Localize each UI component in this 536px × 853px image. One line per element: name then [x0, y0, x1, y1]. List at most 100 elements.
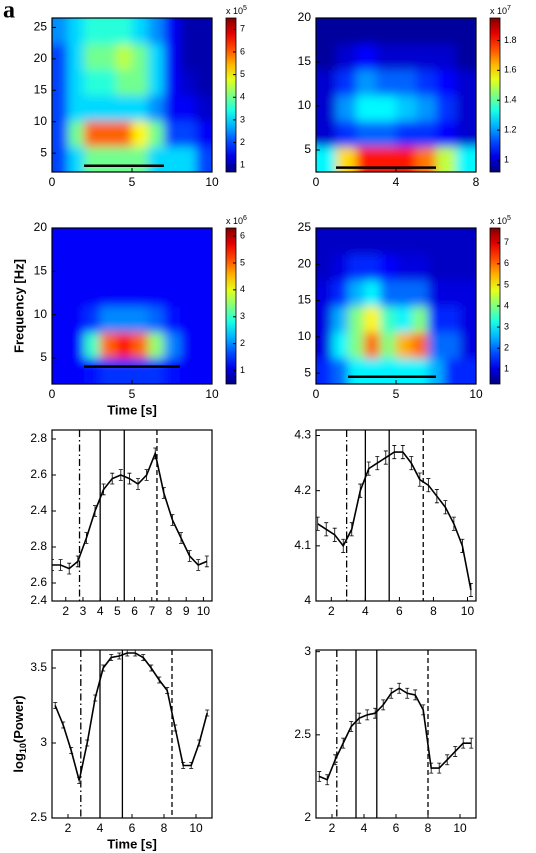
heatmap-cell — [196, 280, 212, 307]
error-bar — [461, 737, 466, 749]
colorbar-tick-label: 7 — [240, 24, 245, 34]
heatmap-cell — [180, 18, 197, 45]
error-bar — [58, 559, 63, 571]
colorbar-label-base: x 10 — [226, 6, 243, 16]
colorbar-tick-label: 5 — [240, 69, 245, 79]
heatmap-cell — [100, 254, 117, 281]
x-tick-label: 6 — [131, 604, 138, 618]
x-tick-label: 10 — [453, 821, 467, 835]
heatmap-cell — [416, 18, 437, 45]
heatmap-cell — [132, 43, 149, 70]
heatmap-cell — [316, 332, 333, 359]
y-tick-label: 20 — [34, 51, 48, 65]
heatmap-cell — [100, 120, 117, 147]
heatmap-cell — [164, 228, 181, 255]
y-tick-label: 25 — [298, 220, 312, 234]
colorbar-tick-label: 3 — [240, 114, 245, 124]
heatmap-cell — [332, 306, 349, 333]
panel-label: a — [3, 0, 15, 24]
heatmap-cell — [132, 95, 149, 122]
heatmap-cell — [436, 95, 457, 122]
heatmap-cell — [316, 358, 333, 384]
error-bar — [325, 774, 330, 786]
heatmap-cell — [380, 280, 397, 307]
error-bar — [75, 555, 80, 568]
heatmap-cell — [68, 95, 85, 122]
heatmap-cell — [84, 95, 101, 122]
heatmap-cell — [356, 95, 377, 122]
error-bar — [141, 654, 146, 661]
heatmap-cell — [196, 332, 212, 359]
error-bar — [445, 754, 450, 766]
x-tick-label: 4 — [97, 821, 104, 835]
heatmap-cell — [416, 120, 437, 147]
x-tick-label: 0 — [313, 387, 320, 401]
heatmap-cell — [460, 228, 476, 255]
error-bar — [67, 562, 72, 575]
heatmap-cell — [396, 228, 413, 255]
colorbar-tick-label: 1 — [504, 154, 509, 164]
x-tick-label: 8 — [425, 821, 432, 835]
x-tick-label: 3 — [80, 604, 87, 618]
y-tick-label: 20 — [298, 256, 312, 270]
error-bar — [101, 483, 106, 496]
error-bar — [205, 709, 210, 717]
heatmap-cell — [416, 146, 437, 172]
heatmap-cell — [336, 18, 357, 45]
error-bar — [381, 699, 386, 711]
heatmap-cell — [316, 254, 333, 281]
heatmap-cell — [148, 306, 165, 333]
heatmap-cell — [364, 332, 381, 359]
error-bar — [397, 682, 402, 694]
y-tick-label: 5 — [40, 350, 47, 364]
heatmap-cell — [396, 43, 417, 70]
y-axis-label: log10(Power) — [11, 695, 28, 772]
heatmap-cell — [428, 332, 445, 359]
colorbar-tick-label: 3 — [504, 321, 509, 331]
heatmap-cell — [316, 120, 337, 147]
error-bar — [127, 472, 132, 485]
heatmap-cell — [456, 95, 476, 122]
heatmap-cell — [132, 254, 149, 281]
heatmap-cell — [196, 146, 212, 172]
plot-frame — [51, 429, 213, 602]
heatmap-cell — [196, 306, 212, 333]
heatmap-cell — [148, 95, 165, 122]
heatmap-cell — [132, 120, 149, 147]
colorbar-label: x 105 — [490, 215, 511, 227]
y-tick-label: 4.3 — [294, 428, 311, 442]
heatmap-cell — [364, 358, 381, 384]
y-tick-label: 2.6 — [30, 575, 47, 589]
heatmap-cell — [100, 358, 117, 384]
heatmap-cell — [396, 95, 417, 122]
heatmap-cell — [180, 120, 197, 147]
heatmap-cell — [436, 120, 457, 147]
heatmap-cell — [148, 69, 165, 96]
x-tick-label: 4 — [361, 821, 368, 835]
heatmap-cell — [316, 306, 333, 333]
error-bar — [84, 532, 89, 544]
heatmap-cell — [84, 69, 101, 96]
heatmap-cell — [100, 43, 117, 70]
heatmap-cell — [164, 280, 181, 307]
error-bar — [333, 754, 338, 766]
y-tick-label: 5 — [40, 145, 47, 159]
heatmap-cell — [396, 254, 413, 281]
error-bar — [375, 456, 380, 471]
plot-area — [53, 650, 210, 818]
error-bar — [460, 538, 465, 553]
heatmap-cell — [84, 18, 101, 45]
heatmap-cell — [336, 95, 357, 122]
heatmap-cell — [348, 332, 365, 359]
heatmap-cell — [52, 120, 69, 147]
colorbar-label: x 107 — [490, 5, 511, 17]
y-tick-label: 4 — [304, 593, 311, 607]
heatmap-cell — [100, 332, 117, 359]
heatmap-cell — [116, 358, 133, 384]
heatmap-cell — [412, 306, 429, 333]
x-tick-label: 8 — [473, 175, 480, 189]
heatmap-cell — [164, 254, 181, 281]
heatmap-cell — [316, 69, 337, 96]
colorbar-label-exponent: 6 — [243, 215, 247, 222]
plot-frame — [51, 649, 213, 819]
